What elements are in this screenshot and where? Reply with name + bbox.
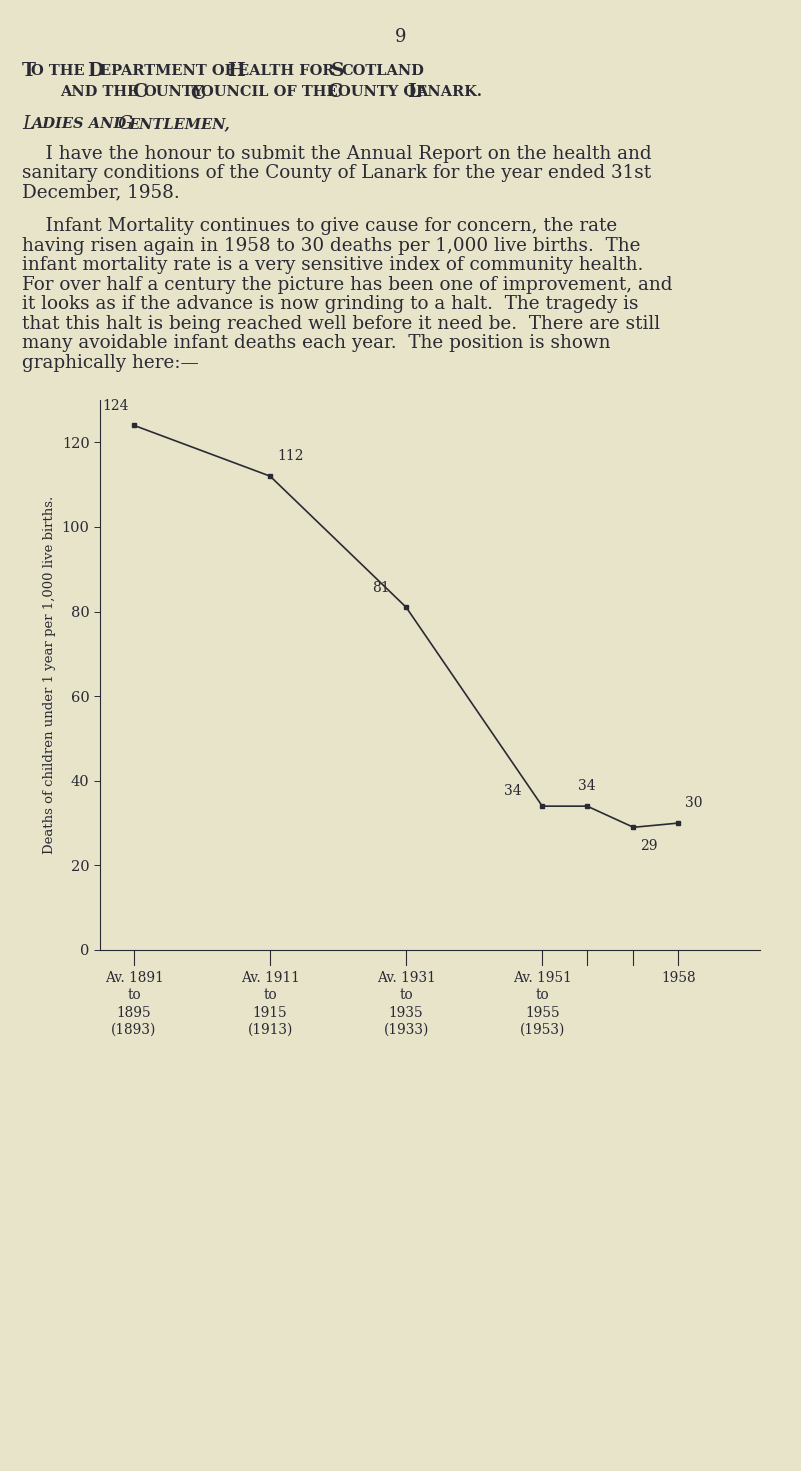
Text: infant mortality rate is a very sensitive index of community health.: infant mortality rate is a very sensitiv… — [22, 256, 643, 274]
Text: OUNCIL OF THE: OUNCIL OF THE — [201, 85, 338, 99]
Text: EPARTMENT OF: EPARTMENT OF — [100, 65, 235, 78]
Text: C: C — [132, 82, 147, 101]
Y-axis label: Deaths of children under 1 year per 1,000 live births.: Deaths of children under 1 year per 1,00… — [43, 496, 56, 855]
Text: 34: 34 — [578, 780, 596, 793]
Text: L: L — [22, 115, 34, 132]
Text: December, 1958.: December, 1958. — [22, 182, 179, 202]
Text: C: C — [190, 85, 205, 103]
Text: AND THE: AND THE — [60, 85, 139, 99]
Text: OUNTY: OUNTY — [143, 85, 203, 99]
Text: 81: 81 — [372, 581, 390, 594]
Text: S: S — [331, 62, 344, 79]
Text: Av. 1891
to
1895
(1893): Av. 1891 to 1895 (1893) — [105, 971, 163, 1037]
Text: 1958: 1958 — [661, 971, 695, 986]
Text: sanitary conditions of the County of Lanark for the year ended 31st: sanitary conditions of the County of Lan… — [22, 163, 651, 182]
Text: H: H — [227, 62, 245, 79]
Text: 30: 30 — [685, 796, 702, 811]
Text: COTLAND: COTLAND — [341, 65, 424, 78]
Text: ADIES AND: ADIES AND — [31, 118, 126, 131]
Text: 34: 34 — [505, 784, 522, 797]
Text: O THE: O THE — [31, 65, 85, 78]
Text: For over half a century the picture has been one of improvement, and: For over half a century the picture has … — [22, 275, 673, 294]
Text: 29: 29 — [640, 838, 658, 853]
Text: I have the honour to submit the Annual Report on the health and: I have the honour to submit the Annual R… — [22, 146, 652, 163]
Text: Av. 1951
to
1955
(1953): Av. 1951 to 1955 (1953) — [513, 971, 572, 1037]
Text: many avoidable infant deaths each year.  The position is shown: many avoidable infant deaths each year. … — [22, 334, 610, 352]
Text: having risen again in 1958 to 30 deaths per 1,000 live births.  The: having risen again in 1958 to 30 deaths … — [22, 237, 641, 254]
Text: T: T — [22, 62, 36, 79]
Text: EALTH FOR: EALTH FOR — [238, 65, 335, 78]
Text: G: G — [118, 115, 133, 132]
Text: C: C — [327, 82, 342, 101]
Text: it looks as if the advance is now grinding to a halt.  The tragedy is: it looks as if the advance is now grindi… — [22, 296, 638, 313]
Text: 9: 9 — [395, 28, 407, 46]
Text: OUNTY OF: OUNTY OF — [338, 85, 426, 99]
Text: that this halt is being reached well before it need be.  There are still: that this halt is being reached well bef… — [22, 315, 660, 332]
Text: Av. 1911
to
1915
(1913): Av. 1911 to 1915 (1913) — [241, 971, 300, 1037]
Text: 124: 124 — [102, 399, 129, 413]
Text: D: D — [87, 62, 103, 79]
Text: L: L — [407, 82, 421, 101]
Text: ENTLEMEN,: ENTLEMEN, — [128, 118, 230, 131]
Text: graphically here:—: graphically here:— — [22, 353, 199, 372]
Text: Av. 1931
to
1935
(1933): Av. 1931 to 1935 (1933) — [376, 971, 436, 1037]
Text: ANARK.: ANARK. — [416, 85, 482, 99]
Text: Infant Mortality continues to give cause for concern, the rate: Infant Mortality continues to give cause… — [22, 218, 618, 235]
Text: 112: 112 — [277, 450, 304, 463]
